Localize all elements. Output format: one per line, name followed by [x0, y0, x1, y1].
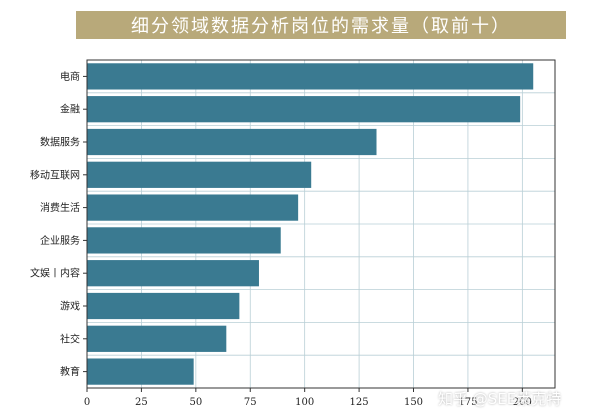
x-tick-label-7: 175 [458, 397, 477, 408]
category-label-2: 数据服务 [40, 136, 80, 149]
bar-8 [87, 325, 227, 352]
x-tick-label-0: 0 [84, 397, 90, 408]
watermark: 知乎 @SEE莱克特 [438, 390, 562, 408]
category-label-7: 游戏 [60, 300, 80, 313]
category-label-5: 企业服务 [40, 234, 80, 247]
x-tick-label-8: 200 [513, 397, 532, 408]
bar-5 [87, 227, 281, 254]
category-label-4: 消费生活 [40, 201, 80, 214]
x-tick-label-4: 100 [295, 397, 314, 408]
bar-9 [87, 358, 194, 385]
category-label-9: 教育 [60, 365, 80, 378]
bar-4 [87, 194, 299, 221]
plot-frame [86, 59, 556, 389]
x-tick-label-1: 25 [135, 397, 148, 408]
category-label-1: 金融 [60, 103, 80, 116]
bar-1 [87, 96, 521, 123]
bar-6 [87, 260, 259, 287]
x-tick-label-6: 150 [404, 397, 423, 408]
category-label-8: 社交 [60, 332, 80, 345]
x-tick-label-2: 50 [189, 397, 202, 408]
bar-2 [87, 128, 377, 156]
category-label-6: 文娱丨内容 [30, 267, 80, 280]
tick-labels: 0 25 50 75 100 125 150 175 200 [84, 397, 532, 408]
category-label-3: 移动互联网 [30, 168, 80, 181]
category-label-0: 电商 [60, 70, 80, 83]
x-tick-label-3: 75 [244, 397, 257, 408]
chart-title: 细分领域数据分析岗位的需求量（取前十） [76, 11, 566, 39]
axes [83, 59, 556, 392]
bar-3 [87, 161, 312, 188]
bars [87, 63, 534, 385]
bar-7 [87, 292, 240, 320]
x-tick-label-5: 125 [350, 397, 369, 408]
bar-0 [87, 63, 534, 90]
